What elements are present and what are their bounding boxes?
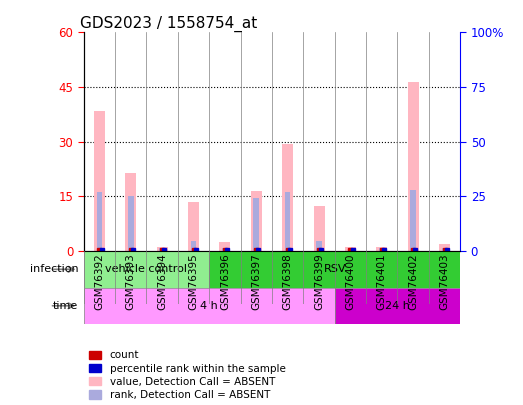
Text: GSM76398: GSM76398 [282, 254, 293, 311]
Bar [316, 241, 322, 251]
Bar [282, 144, 293, 251]
Bar [348, 250, 353, 251]
Bar [94, 111, 105, 251]
Text: GSM76394: GSM76394 [157, 254, 167, 311]
Text: GSM76399: GSM76399 [314, 254, 324, 311]
Text: 24 h: 24 h [385, 301, 410, 311]
Bar [335, 288, 460, 324]
Bar [84, 288, 335, 324]
Bar [188, 202, 199, 251]
Bar [191, 241, 196, 251]
Bar [97, 192, 102, 251]
Bar [209, 251, 460, 288]
Bar [345, 247, 356, 251]
Bar [157, 247, 167, 251]
Text: GSM76400: GSM76400 [345, 254, 356, 310]
Bar [220, 242, 230, 251]
Bar [84, 251, 209, 288]
Bar [376, 247, 387, 251]
Bar [160, 248, 165, 251]
Text: GSM76395: GSM76395 [188, 254, 199, 311]
Text: GDS2023 / 1558754_at: GDS2023 / 1558754_at [80, 16, 257, 32]
Text: GSM76396: GSM76396 [220, 254, 230, 311]
Bar [251, 191, 262, 251]
Text: 4 h: 4 h [200, 301, 218, 311]
Bar [128, 196, 133, 251]
Bar [254, 198, 259, 251]
Bar [442, 248, 447, 251]
Text: time: time [53, 301, 78, 311]
Bar [126, 173, 136, 251]
Text: GSM76403: GSM76403 [439, 254, 450, 310]
Text: GSM76402: GSM76402 [408, 254, 418, 310]
Text: RSV: RSV [323, 264, 346, 274]
Text: infection: infection [30, 264, 78, 274]
Bar [439, 244, 450, 251]
Text: GSM76393: GSM76393 [126, 254, 136, 311]
Bar [408, 81, 418, 251]
Bar [285, 192, 290, 251]
Text: GSM76392: GSM76392 [94, 254, 105, 311]
Bar [222, 248, 228, 251]
Text: GSM76397: GSM76397 [251, 254, 262, 311]
Text: GSM76401: GSM76401 [377, 254, 387, 310]
Bar [379, 248, 384, 251]
Legend: count, percentile rank within the sample, value, Detection Call = ABSENT, rank, : count, percentile rank within the sample… [89, 350, 286, 400]
Text: vehicle control: vehicle control [106, 264, 187, 274]
Bar [313, 206, 324, 251]
Bar [411, 190, 416, 251]
